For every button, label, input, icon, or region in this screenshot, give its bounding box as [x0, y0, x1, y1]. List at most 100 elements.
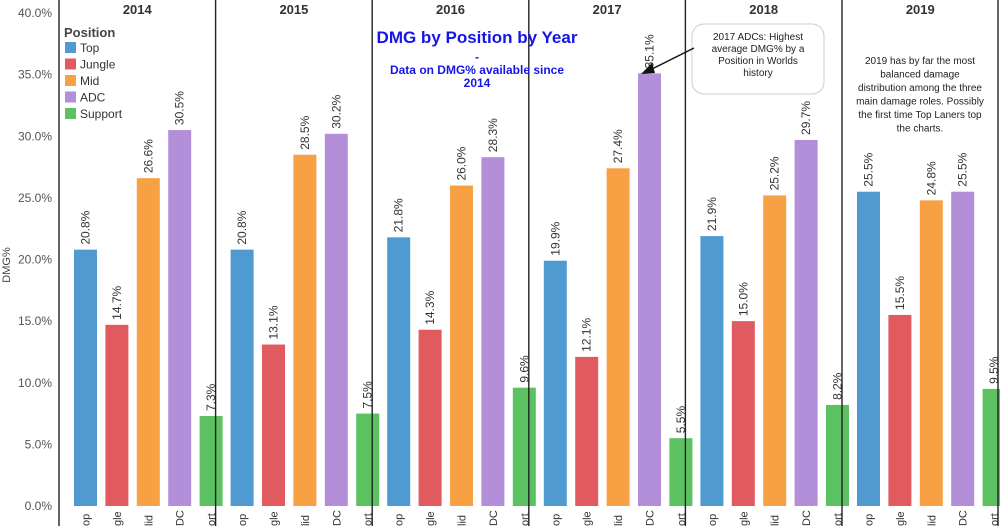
- bar-support: [982, 388, 1000, 506]
- annotation-box: [691, 23, 825, 95]
- bar-value-label: 20.8%: [79, 210, 93, 244]
- bar-adc: [638, 73, 661, 506]
- bar-value-label: 15.0%: [736, 282, 750, 316]
- bar-value-label: 30.2%: [329, 94, 343, 128]
- y-axis: 0.0% 5.0% 10.0% 15.0% 20.0% 25.0% 30.0% 35.0% 40…: [1, 6, 52, 513]
- bar-value-label: 27.4%: [611, 129, 625, 163]
- category-tick-label: gle: [269, 511, 281, 526]
- category-tick-label: DC: [175, 510, 187, 526]
- bar-value-label: 9.6%: [517, 355, 531, 383]
- legend-swatch: [65, 91, 76, 103]
- chart-subtitle: Data on DMG% available since: [390, 63, 564, 77]
- annotation-arrow: [649, 47, 695, 71]
- bar-mid: [606, 168, 630, 507]
- category-tick-label: DC: [488, 510, 500, 526]
- annotation-text: the charts.: [897, 124, 944, 135]
- bar-adc: [168, 130, 192, 506]
- bar-value-label: 9.5%: [987, 356, 1000, 384]
- bar-value-label: 28.3%: [486, 118, 500, 152]
- legend-label: Top: [80, 41, 100, 55]
- bar-value-label: 26.6%: [141, 139, 155, 173]
- bar-jungle: [105, 324, 129, 506]
- bar-top: [543, 260, 567, 506]
- category-tick-label: DC: [331, 510, 343, 526]
- bar-value-label: 29.7%: [799, 101, 813, 135]
- bar-value-label: 24.8%: [924, 161, 938, 195]
- y-tick-label: 20.0%: [18, 253, 52, 267]
- legend-swatch: [65, 58, 76, 70]
- annotation-text: average DMG% by a: [712, 44, 805, 55]
- panel-year-label: 2015: [279, 2, 308, 17]
- category-tick-label: op: [81, 514, 93, 526]
- y-tick-label: 15.0%: [18, 314, 52, 328]
- panel-2016: 201621.8%op14.3%gle26.0%lid28.3%DC9.6%or…: [371, 0, 536, 526]
- bar-value-label: 21.9%: [705, 197, 719, 231]
- bar-support: [356, 413, 380, 506]
- category-tick-label: gle: [738, 511, 750, 526]
- annotation-text: main damage roles. Possibly: [856, 97, 984, 108]
- bar-value-label: 15.5%: [893, 276, 907, 310]
- panel-year-label: 2016: [436, 2, 465, 17]
- legend-item-jungle: Jungle: [65, 58, 116, 72]
- bar-value-label: 28.5%: [298, 115, 312, 149]
- y-tick-label: 10.0%: [18, 376, 52, 390]
- legend-label: ADC: [80, 91, 106, 105]
- category-tick-label: gle: [895, 511, 907, 526]
- category-tick-label: ort: [363, 513, 375, 526]
- legend-item-mid: Mid: [65, 74, 99, 88]
- category-tick-label: lid: [770, 515, 782, 526]
- y-tick-label: 40.0%: [18, 6, 52, 20]
- bar-mid: [450, 185, 473, 507]
- legend-item-adc: ADC: [65, 91, 106, 105]
- panel-year-label: 2014: [123, 2, 153, 17]
- legend-title: Position: [64, 25, 115, 40]
- annotation-text: balanced damage: [880, 70, 960, 81]
- bar-mid: [293, 154, 317, 507]
- legend-item-top: Top: [65, 41, 100, 55]
- panel-2017: 201719.9%op12.1%gle27.4%lid35.1%DC5.5%or…: [528, 0, 693, 526]
- bar-support: [199, 416, 223, 506]
- panel-2015: 2015 20.8% op 13.1% gle 28.5% lid 30.2% DC 7.5% or…: [214, 0, 380, 526]
- y-tick-label: 25.0%: [18, 191, 52, 205]
- bar-value-label: 5.5%: [674, 406, 688, 434]
- chart-title: DMG by Position by Year: [377, 28, 578, 47]
- annotation-text: distribution among the three: [858, 83, 982, 94]
- bar-value-label: 26.0%: [455, 146, 469, 180]
- category-tick-label: DC: [801, 510, 813, 526]
- bar-value-label: 13.1%: [267, 305, 281, 339]
- panel-2019: 2019 25.5% op 15.5% gle 24.8% lid 25.5% DC 9.5% or…: [841, 0, 1000, 526]
- bar-adc: [794, 139, 818, 506]
- bar-value-label: 19.9%: [548, 221, 562, 255]
- category-tick-label: lid: [926, 515, 938, 526]
- bar-jungle: [731, 321, 755, 506]
- y-tick-label: 30.0%: [18, 129, 52, 143]
- category-tick-label: lid: [457, 515, 469, 526]
- category-tick-label: ort: [989, 513, 1000, 526]
- bar-value-label: 14.7%: [110, 285, 124, 319]
- panel-2018: 201821.9%op15.0%gle25.2%lid29.7%DC8.2%or…: [684, 0, 849, 526]
- bar-top: [387, 237, 411, 506]
- bar-jungle: [575, 356, 599, 506]
- chart-subtitle: -: [475, 50, 479, 64]
- legend-swatch: [65, 75, 76, 86]
- panel-year-label: 2018: [749, 2, 778, 17]
- y-tick-label: 35.0%: [18, 68, 52, 82]
- panel-year-label: 2019: [906, 2, 935, 17]
- annotation-arrowhead: [641, 63, 655, 74]
- chart-title-block: DMG by Position by Year -Data on DMG% ava…: [377, 28, 578, 90]
- category-tick-label: lid: [613, 515, 625, 526]
- bar-mid: [919, 200, 943, 506]
- bar-top: [857, 191, 880, 506]
- bar-jungle: [888, 314, 912, 506]
- bar-value-label: 30.5%: [173, 91, 187, 125]
- bar-value-label: 20.8%: [235, 210, 249, 244]
- bar-adc: [951, 191, 975, 506]
- bar-adc: [324, 133, 348, 506]
- category-tick-label: DC: [958, 510, 970, 526]
- category-tick-label: gle: [112, 511, 124, 526]
- bar-mid: [763, 195, 787, 506]
- category-tick-label: lid: [300, 515, 312, 526]
- bar-mid: [136, 178, 160, 506]
